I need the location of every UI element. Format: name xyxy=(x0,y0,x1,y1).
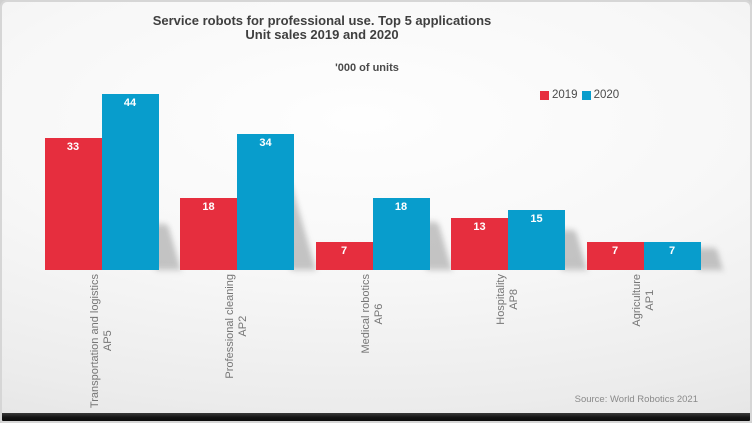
bar-2020-ap1: 7 xyxy=(643,242,701,270)
value-label: 15 xyxy=(530,213,543,225)
value-label: 18 xyxy=(394,201,408,213)
value-label: 33 xyxy=(66,141,80,153)
category-label-ap6: Medical robotics AP6 xyxy=(360,274,386,353)
bar-2019-ap6: 7 xyxy=(315,242,373,270)
category-name: Medical robotics xyxy=(359,274,372,354)
value-label: 18 xyxy=(202,201,215,213)
bottom-strip xyxy=(2,413,750,421)
bar-2020-ap5: 44 xyxy=(101,94,159,270)
bar-2019-ap8: 13 xyxy=(451,218,508,270)
chart-title-line2: Unit sales 2019 and 2020 xyxy=(245,27,399,42)
value-label: 7 xyxy=(611,245,619,257)
category-code: AP8 xyxy=(508,288,520,310)
category-name: Professional cleaning xyxy=(224,274,236,379)
legend-item-2020: 2020 xyxy=(581,89,620,101)
value-label: 7 xyxy=(668,245,676,257)
category-label-ap2: Professional cleaning AP2 xyxy=(224,274,250,379)
category-label-ap8: Hospitality AP8 xyxy=(495,274,521,325)
source-note: Source: World Robotics 2021 xyxy=(574,394,698,405)
category-label-ap1: Agriculture AP1 xyxy=(631,274,657,327)
legend-label-2020: 2020 xyxy=(593,89,620,101)
units-label: '000 of units xyxy=(335,62,399,74)
bar-2020-ap2: 34 xyxy=(237,134,294,270)
value-label: 7 xyxy=(340,245,348,257)
category-code: AP6 xyxy=(372,303,385,325)
legend-swatch-2019 xyxy=(540,90,549,100)
bar-2020-ap6: 18 xyxy=(372,198,430,270)
legend-swatch-2020 xyxy=(581,90,591,100)
category-code: AP1 xyxy=(643,289,656,311)
value-label: 34 xyxy=(259,137,272,149)
chart-title: Service robots for professional use. Top… xyxy=(2,14,642,42)
category-name: Transportation and logistics xyxy=(88,274,101,409)
category-name: Hospitality xyxy=(495,274,507,325)
bar-2020-ap8: 15 xyxy=(508,210,565,270)
chart-title-line1: Service robots for professional use. Top… xyxy=(152,13,492,28)
bar-2019-ap2: 18 xyxy=(180,198,237,270)
legend: 2019 2020 xyxy=(540,89,619,101)
value-label: 44 xyxy=(123,97,137,109)
legend-label-2019: 2019 xyxy=(552,89,578,101)
category-name: Agriculture xyxy=(630,274,643,327)
category-label-ap5: Transportation and logistics AP5 xyxy=(89,274,115,408)
bar-2019-ap1: 7 xyxy=(586,242,644,270)
category-code: AP2 xyxy=(237,315,249,337)
category-code: AP5 xyxy=(101,330,114,352)
legend-item-2019: 2019 xyxy=(540,89,578,101)
value-label: 13 xyxy=(473,221,486,233)
bar-2019-ap5: 33 xyxy=(44,138,102,270)
